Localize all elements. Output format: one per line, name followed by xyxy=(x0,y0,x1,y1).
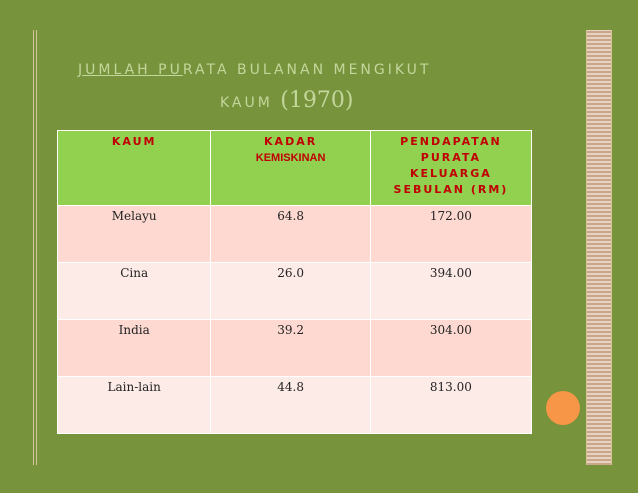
header-cell: KADAR KEMISKINAN xyxy=(210,130,371,206)
header-cell: PENDAPATAN PURATA KELUARGA SEBULAN (RM) xyxy=(369,130,533,206)
border-line xyxy=(36,30,37,465)
table-cell: 304.00 xyxy=(369,319,533,377)
header-text: PURATA xyxy=(420,151,482,164)
table-cell: Melayu xyxy=(56,205,212,263)
title-text: RATA BULANAN MENGIKUT xyxy=(182,62,432,78)
table-cell: 26.0 xyxy=(210,262,371,320)
table-cell: 813.00 xyxy=(369,376,533,434)
title-line: JUMLAH PURATA BULANAN MENGIKUT xyxy=(78,62,518,78)
data-table: KAUM KADAR KEMISKINAN PENDAPATAN PURATA KELUA… xyxy=(56,130,533,434)
table-row: Lain-lain 44.8 813.00 xyxy=(56,376,533,434)
header-row: KAUM KADAR KEMISKINAN PENDAPATAN PURATA KELUA… xyxy=(56,130,533,206)
table-body: Melayu 64.8 172.00 Cina 26.0 394.00 India 39.2 3… xyxy=(56,205,533,434)
header-text: KADAR xyxy=(264,135,318,148)
table-cell: India xyxy=(56,319,212,377)
table-row: Melayu 64.8 172.00 xyxy=(56,205,533,263)
table-cell: 172.00 xyxy=(369,205,533,263)
title-year: (1970) xyxy=(280,88,354,113)
table-cell: Cina xyxy=(56,262,212,320)
title-text: KAUM xyxy=(220,95,273,111)
header-text: PENDAPATAN xyxy=(400,135,502,148)
table-row: Cina 26.0 394.00 xyxy=(56,262,533,320)
header-text: KEMISKINAN xyxy=(255,152,326,164)
header-text: KAUM xyxy=(111,135,157,148)
decorative-band xyxy=(586,30,612,465)
table-cell: 394.00 xyxy=(369,262,533,320)
border-line xyxy=(33,30,34,465)
title-line: KAUM (1970) xyxy=(220,88,638,113)
header-text: SEBULAN (RM) xyxy=(393,183,509,196)
table-cell: 64.8 xyxy=(210,205,371,263)
header-text: KELUARGA xyxy=(410,167,492,180)
decorative-circle xyxy=(546,391,580,425)
table-cell: 39.2 xyxy=(210,319,371,377)
title-underlined: JUMLAH PU xyxy=(78,62,183,78)
header-cell: KAUM xyxy=(56,130,212,206)
table-cell: Lain-lain xyxy=(56,376,212,434)
table-row: India 39.2 304.00 xyxy=(56,319,533,377)
table-cell: 44.8 xyxy=(210,376,371,434)
